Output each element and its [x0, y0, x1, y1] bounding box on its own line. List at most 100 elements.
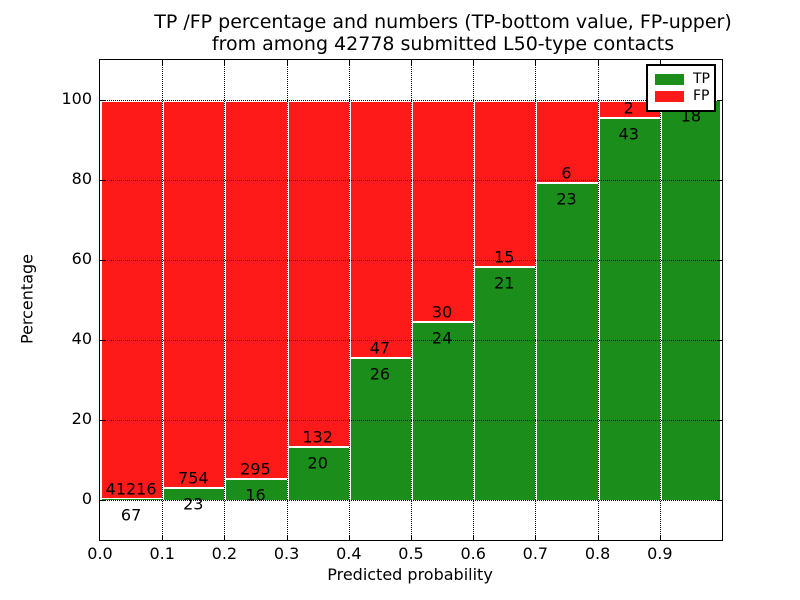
- y-tick-mark: [100, 180, 105, 181]
- bar-fp-segment: [473, 100, 536, 267]
- tp-count-label: 43: [618, 124, 639, 144]
- gridline-v: [286, 60, 288, 540]
- y-tick-label: 0: [81, 489, 92, 508]
- bar-fp-segment: [162, 100, 225, 489]
- x-tick-label: 0.4: [336, 544, 362, 563]
- bar-fp-segment: [348, 100, 411, 358]
- y-tick-label: 20: [71, 409, 92, 428]
- gridline-v: [473, 60, 475, 540]
- tp-count-label: 23: [556, 189, 577, 209]
- legend-swatch-fp: [655, 91, 684, 102]
- y-tick-mark: [717, 420, 722, 421]
- y-tick-mark: [100, 100, 105, 101]
- x-tick-label: 0.1: [149, 544, 175, 563]
- y-tick-mark: [717, 340, 722, 341]
- x-tick-mark: [224, 60, 226, 65]
- x-tick-mark: [286, 60, 288, 65]
- y-tick-mark: [100, 260, 105, 261]
- x-tick-mark: [659, 60, 661, 65]
- bar-fp-segment: [411, 100, 474, 323]
- gridline-v: [535, 60, 537, 540]
- y-tick-label: 40: [71, 329, 92, 348]
- bar-fp-segment: [100, 100, 163, 500]
- bar-fp-segment: [224, 100, 287, 480]
- y-tick-mark: [100, 420, 105, 421]
- x-tick-label: 0.7: [522, 544, 549, 563]
- x-tick-mark: [411, 60, 412, 65]
- legend-item-tp: TP: [655, 71, 710, 88]
- x-tick-mark: [535, 535, 537, 540]
- fp-count-label: 2: [623, 98, 634, 118]
- legend-label-tp: TP: [693, 71, 710, 87]
- x-axis-label: Predicted probability: [327, 565, 493, 584]
- x-tick-mark: [659, 535, 661, 540]
- chart-title-line-1: TP /FP percentage and numbers (TP-bottom…: [154, 11, 732, 33]
- x-tick-mark: [224, 535, 226, 540]
- x-tick-label: 0.2: [211, 544, 238, 563]
- gridline-v: [597, 60, 599, 540]
- tp-count-label: 20: [307, 453, 328, 473]
- gridline-v: [224, 60, 226, 540]
- x-tick-mark: [162, 60, 164, 65]
- bar-tp-segment: [100, 499, 163, 500]
- bar-tp-segment: [659, 100, 722, 500]
- gridline-v: [348, 60, 350, 540]
- x-tick-mark: [597, 60, 599, 65]
- tp-count-label: 24: [431, 328, 453, 348]
- y-tick-mark: [100, 500, 105, 501]
- tp-count-label: 16: [245, 485, 266, 505]
- fp-count-label: 47: [369, 338, 391, 358]
- y-tick-mark: [717, 180, 722, 181]
- bar-tp-segment: [162, 488, 225, 500]
- bar-tp-segment: [348, 357, 411, 500]
- chart-title-line-2: from among 42778 submitted L50-type cont…: [211, 33, 675, 55]
- x-tick-label: 0.9: [647, 544, 673, 563]
- bar-tp-segment: [473, 266, 536, 500]
- fp-count-label: 132: [302, 427, 333, 447]
- x-tick-label: 0.6: [460, 544, 486, 563]
- fp-count-label: 15: [494, 247, 515, 267]
- fp-count-label: 754: [178, 468, 209, 488]
- y-tick-mark: [717, 260, 722, 261]
- x-tick-mark: [597, 535, 599, 540]
- x-tick-label: 0.8: [584, 544, 611, 563]
- gridline-v: [411, 60, 412, 540]
- bar-fp-segment: [286, 100, 349, 448]
- tp-count-label: 26: [369, 364, 391, 384]
- x-tick-label: 0.3: [273, 544, 300, 563]
- x-tick-label: 0.0: [87, 544, 113, 563]
- x-tick-mark: [473, 535, 475, 540]
- bar-fp-segment: [535, 100, 598, 183]
- bar-tp-segment: [597, 117, 660, 500]
- y-tick-mark: [717, 500, 722, 501]
- gridline-v: [162, 60, 164, 540]
- legend-swatch-tp: [655, 74, 684, 85]
- x-tick-mark: [411, 535, 412, 540]
- legend-item-fp: FP: [655, 88, 710, 105]
- y-tick-label: 100: [61, 89, 92, 108]
- tp-count-label: 23: [183, 494, 204, 514]
- tp-count-label: 67: [120, 505, 142, 525]
- fp-count-label: 30: [431, 302, 453, 322]
- tp-count-label: 21: [494, 273, 515, 293]
- x-tick-mark: [348, 535, 350, 540]
- fp-count-label: 41216: [105, 479, 157, 499]
- x-tick-mark: [348, 60, 350, 65]
- y-tick-mark: [717, 100, 722, 101]
- y-tick-label: 80: [71, 169, 92, 188]
- bar-tp-segment: [535, 182, 598, 500]
- y-tick-mark: [100, 340, 105, 341]
- y-tick-label: 60: [71, 249, 92, 268]
- plot-area: 41216 67 754 23 295 16 132 20 47 26 30 24 15 21 6 23 2 43…: [99, 59, 723, 541]
- x-tick-mark: [162, 535, 164, 540]
- x-tick-mark: [473, 60, 475, 65]
- bar-tp-segment: [411, 322, 474, 500]
- bar-tp-segment: [224, 479, 287, 500]
- gridline-v: [659, 60, 661, 540]
- x-tick-mark: [535, 60, 537, 65]
- fp-count-label: 295: [240, 459, 271, 479]
- fp-count-label: 6: [561, 163, 572, 183]
- legend: TP FP: [646, 64, 716, 112]
- x-tick-mark: [286, 535, 288, 540]
